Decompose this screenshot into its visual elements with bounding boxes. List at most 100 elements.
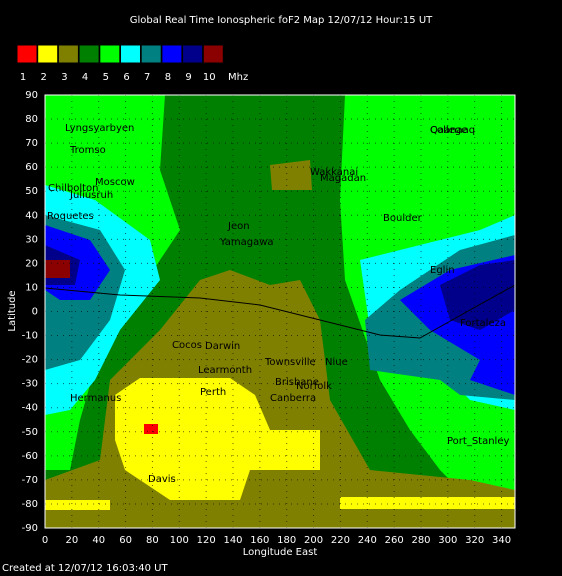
y-axis-label: Latitude xyxy=(7,290,18,331)
legend: 1 2 3 4 5 6 7 8 9 10 Mhz xyxy=(16,44,248,83)
plot-frame xyxy=(44,94,516,529)
y-tick-label: -20 xyxy=(22,355,38,366)
x-tick-label: 80 xyxy=(146,535,159,546)
station-label: Wakkanai xyxy=(310,167,358,178)
station-label: Moscow xyxy=(95,177,135,188)
x-axis-label: Longitude East xyxy=(243,547,318,558)
legend-label: 5 xyxy=(103,72,109,83)
y-tick-label: 70 xyxy=(25,138,38,149)
station-label: Canberra xyxy=(270,393,316,404)
contour xyxy=(440,260,515,330)
y-tick-label: -40 xyxy=(22,403,38,414)
y-tick-label: 10 xyxy=(25,282,38,293)
stations: Lyngsyarbyen Tromso MoscowChilboltonJulius… xyxy=(47,123,509,485)
x-tick-label: 0 xyxy=(42,535,48,546)
legend-swatch xyxy=(78,44,100,64)
station-label: Boulder xyxy=(383,213,423,224)
y-tick-label: 80 xyxy=(25,114,38,125)
y-tick-label: -30 xyxy=(22,379,38,390)
contour xyxy=(340,497,515,509)
y-tick-label: -50 xyxy=(22,427,38,438)
contour xyxy=(45,500,110,510)
y-tick-label: 60 xyxy=(25,162,38,173)
legend-swatch xyxy=(182,44,204,64)
legend-swatch xyxy=(202,44,224,64)
x-tick-label: 40 xyxy=(92,535,105,546)
legend-label: 2 xyxy=(41,72,47,83)
contour xyxy=(45,260,70,278)
axes: 0 20 40 60 80 100 120 140 160 180 200 220 240 260 280 3… xyxy=(22,90,511,546)
footer: Created at 12/07/12 16:03:40 UT xyxy=(2,563,168,574)
station-label: Townsville xyxy=(264,357,316,368)
legend-label: 6 xyxy=(123,72,129,83)
dip-equator xyxy=(44,284,516,339)
legend-unit: Mhz xyxy=(228,72,248,83)
x-tick-label: 240 xyxy=(358,535,377,546)
x-tick-label: 180 xyxy=(277,535,296,546)
x-tick-label: 260 xyxy=(385,535,404,546)
station-label: Hermanus xyxy=(70,393,121,404)
station-label: Port_Stanley xyxy=(447,436,509,447)
y-tick-label: -70 xyxy=(22,475,38,486)
legend-label: 7 xyxy=(144,72,150,83)
station-label: Eglin xyxy=(430,265,455,276)
station-label: Roquetes xyxy=(47,211,94,222)
station-label: Jeon xyxy=(227,221,250,232)
y-tick-label: 40 xyxy=(25,210,38,221)
station-label: Juliusruh xyxy=(69,190,113,201)
station-label: Tromso xyxy=(69,145,106,156)
legend-label: 4 xyxy=(82,72,88,83)
x-tick-label: 60 xyxy=(119,535,132,546)
title: Global Real Time Ionospheric foF2 Map 12… xyxy=(130,15,433,26)
legend-swatch xyxy=(16,44,38,64)
station-label: Perth xyxy=(200,387,226,398)
legend-swatch xyxy=(99,44,121,64)
x-tick-label: 220 xyxy=(331,535,350,546)
station-label: Chilbolton xyxy=(48,183,99,194)
station-label: Qaanaaq xyxy=(430,125,475,136)
legend-swatch xyxy=(161,44,183,64)
grid xyxy=(44,94,515,529)
station-label: Darwin xyxy=(205,341,240,352)
station-label: Niue xyxy=(325,357,348,368)
legend-swatch xyxy=(57,44,79,64)
station-label: Learmonth xyxy=(198,365,252,376)
station-label: Yamagawa xyxy=(219,237,274,248)
station-label: Lyngsyarbyen xyxy=(65,123,134,134)
y-tick-label: 30 xyxy=(25,234,38,245)
y-tick-label: 0 xyxy=(32,307,38,318)
legend-swatch xyxy=(120,44,141,64)
x-tick-label: 120 xyxy=(197,535,216,546)
legend-label: 10 xyxy=(203,72,216,83)
legend-label: 8 xyxy=(165,72,171,83)
x-tick-label: 20 xyxy=(65,535,78,546)
x-tick-label: 300 xyxy=(438,535,457,546)
legend-label: 3 xyxy=(61,72,67,83)
y-tick-label: -60 xyxy=(22,451,38,462)
x-tick-label: 100 xyxy=(170,535,189,546)
x-tick-label: 140 xyxy=(223,535,242,546)
contour xyxy=(270,160,312,190)
y-tick-label: 20 xyxy=(25,258,38,269)
station-label: Davis xyxy=(148,474,176,485)
station-label: College xyxy=(430,125,467,136)
station-label: Cocos xyxy=(172,340,202,351)
y-tick-label: -80 xyxy=(22,499,38,510)
x-tick-label: 340 xyxy=(492,535,511,546)
x-tick-label: 320 xyxy=(465,535,484,546)
x-tick-label: 200 xyxy=(304,535,323,546)
legend-swatch xyxy=(37,44,59,64)
legend-label: 1 xyxy=(20,72,26,83)
x-tick-label: 280 xyxy=(411,535,430,546)
station-label: Fortaleza xyxy=(460,318,506,329)
contour xyxy=(115,378,320,500)
station-label: Magadan xyxy=(320,173,366,184)
station-label: Brisbane xyxy=(275,377,319,388)
station-label: Norfolk xyxy=(296,381,332,392)
y-tick-label: 50 xyxy=(25,186,38,197)
x-tick-label: 160 xyxy=(250,535,269,546)
y-tick-label: -90 xyxy=(22,523,38,534)
y-tick-label: 90 xyxy=(25,90,38,101)
plot-area: Lyngsyarbyen Tromso MoscowChilboltonJulius… xyxy=(44,94,516,529)
